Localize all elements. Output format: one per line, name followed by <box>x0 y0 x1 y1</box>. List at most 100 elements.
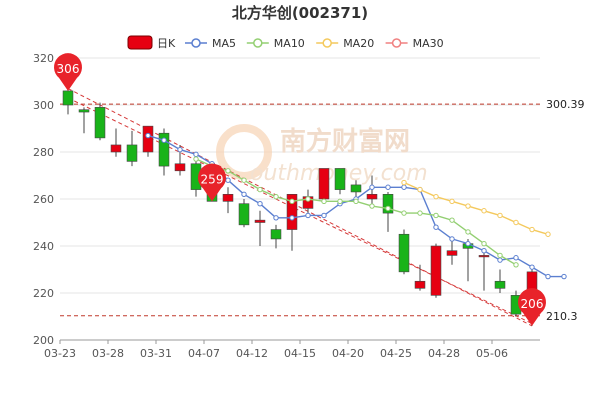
y-tick-label: 240 <box>33 240 54 253</box>
chart-title: 北方华创(002371) <box>232 4 368 22</box>
candle-body <box>478 255 490 258</box>
trend-lines <box>67 88 533 327</box>
ma-line-ma20 <box>403 181 549 235</box>
candle-body <box>414 280 426 289</box>
candle-body <box>446 250 458 256</box>
watermark-brand: 南方财富网 <box>280 126 410 157</box>
ma-point-ma10 <box>193 156 199 162</box>
candle-body <box>142 125 154 153</box>
watermark-logo-ring <box>216 124 272 180</box>
ma-point-ma10 <box>513 262 519 268</box>
ma-point-ma20 <box>497 212 503 219</box>
y-tick-label: 280 <box>33 146 54 159</box>
candle-body <box>270 229 282 240</box>
ma-point-ma5 <box>273 215 279 221</box>
x-tick-label: 03-31 <box>140 347 172 360</box>
ma-point-ma20 <box>513 219 519 226</box>
ma-point-ma5 <box>545 273 551 280</box>
ma-point-ma20 <box>401 179 407 186</box>
candle-body <box>398 233 410 273</box>
ma-point-ma20 <box>449 198 455 205</box>
pin-label: 259 <box>201 172 224 186</box>
ma-point-ma5 <box>145 132 151 139</box>
x-tick-label: 04-07 <box>188 347 220 360</box>
ma-point-ma20 <box>529 226 535 233</box>
reference-lines: 300.39 210.3 <box>60 98 585 323</box>
legend-swatch-dot <box>253 38 263 48</box>
y-tick-label: 300 <box>33 99 54 112</box>
candle-body <box>494 280 506 289</box>
ma-point-ma10 <box>225 168 231 174</box>
candle-body <box>430 245 442 296</box>
pin-label: 206 <box>521 297 544 311</box>
candle-body <box>350 184 362 193</box>
ma-point-ma5 <box>529 264 535 270</box>
ma-point-ma5 <box>385 184 391 190</box>
legend-swatch-dot <box>322 38 332 48</box>
x-tick-label: 04-12 <box>236 347 268 360</box>
reference-line-label: 210.3 <box>546 310 578 323</box>
ma-point-ma10 <box>273 193 279 200</box>
pin-marker <box>518 288 546 326</box>
candle-body <box>334 168 346 190</box>
candle-body <box>126 144 138 162</box>
ma-point-ma10 <box>465 229 471 235</box>
x-tick-label: 04-20 <box>332 347 364 360</box>
candle-body <box>238 203 250 226</box>
y-tick-label: 320 <box>33 52 54 65</box>
ma-point-ma10 <box>385 205 391 212</box>
ma-point-ma10 <box>497 252 503 259</box>
ma-point-ma10 <box>305 196 311 202</box>
ma-point-ma5 <box>513 255 519 261</box>
ma-point-ma10 <box>353 198 359 205</box>
candle-body <box>222 194 234 202</box>
ma-point-ma5 <box>465 240 471 247</box>
ma-point-ma5 <box>481 248 487 254</box>
candle-body <box>174 163 186 172</box>
ma-point-ma5 <box>321 212 327 219</box>
grid <box>60 57 540 341</box>
pin-marker <box>54 53 83 91</box>
ma-point-ma20 <box>481 208 487 214</box>
legend-label: MA5 <box>212 37 236 50</box>
ma-point-ma5 <box>433 224 439 230</box>
ma-point-ma5 <box>177 146 183 153</box>
candle-body <box>382 194 394 214</box>
ma-point-ma20 <box>433 193 439 200</box>
trend-line <box>67 88 533 327</box>
ma-point-ma10 <box>337 198 343 205</box>
ma-point-ma5 <box>289 215 295 221</box>
ma-point-ma5 <box>497 257 503 263</box>
ma-point-ma10 <box>241 177 247 183</box>
candle-body <box>254 219 266 223</box>
ma-point-ma10 <box>289 198 295 205</box>
ma-point-ma5 <box>369 184 375 190</box>
ma-point-ma10 <box>257 186 263 193</box>
ma-point-ma10 <box>401 210 407 216</box>
ma-point-ma5 <box>305 212 311 219</box>
ma-point-ma5 <box>257 201 263 207</box>
y-tick-label: 220 <box>33 287 54 300</box>
candle-body <box>366 194 378 200</box>
ma-point-ma5 <box>161 137 167 143</box>
ma-point-ma10 <box>433 212 439 219</box>
legend-label: MA30 <box>413 37 444 50</box>
legend-label: MA10 <box>274 37 305 50</box>
y-tick-label: 260 <box>33 193 54 206</box>
ma-point-ma20 <box>545 231 551 237</box>
ma-point-ma5 <box>225 177 231 183</box>
legend-swatch-dot <box>391 38 402 48</box>
ma-point-ma20 <box>465 203 471 209</box>
ma-point-ma10 <box>481 240 487 247</box>
pin-marker <box>198 163 226 202</box>
candle-body <box>286 194 298 230</box>
y-tick-label: 200 <box>33 334 54 347</box>
x-tick-label: 04-28 <box>428 347 460 360</box>
candle-body <box>318 168 330 200</box>
candle-body <box>62 90 74 106</box>
x-tick-label: 04-25 <box>380 347 412 360</box>
ma-point-ma10 <box>321 198 327 205</box>
ma-point-ma5 <box>401 184 407 190</box>
